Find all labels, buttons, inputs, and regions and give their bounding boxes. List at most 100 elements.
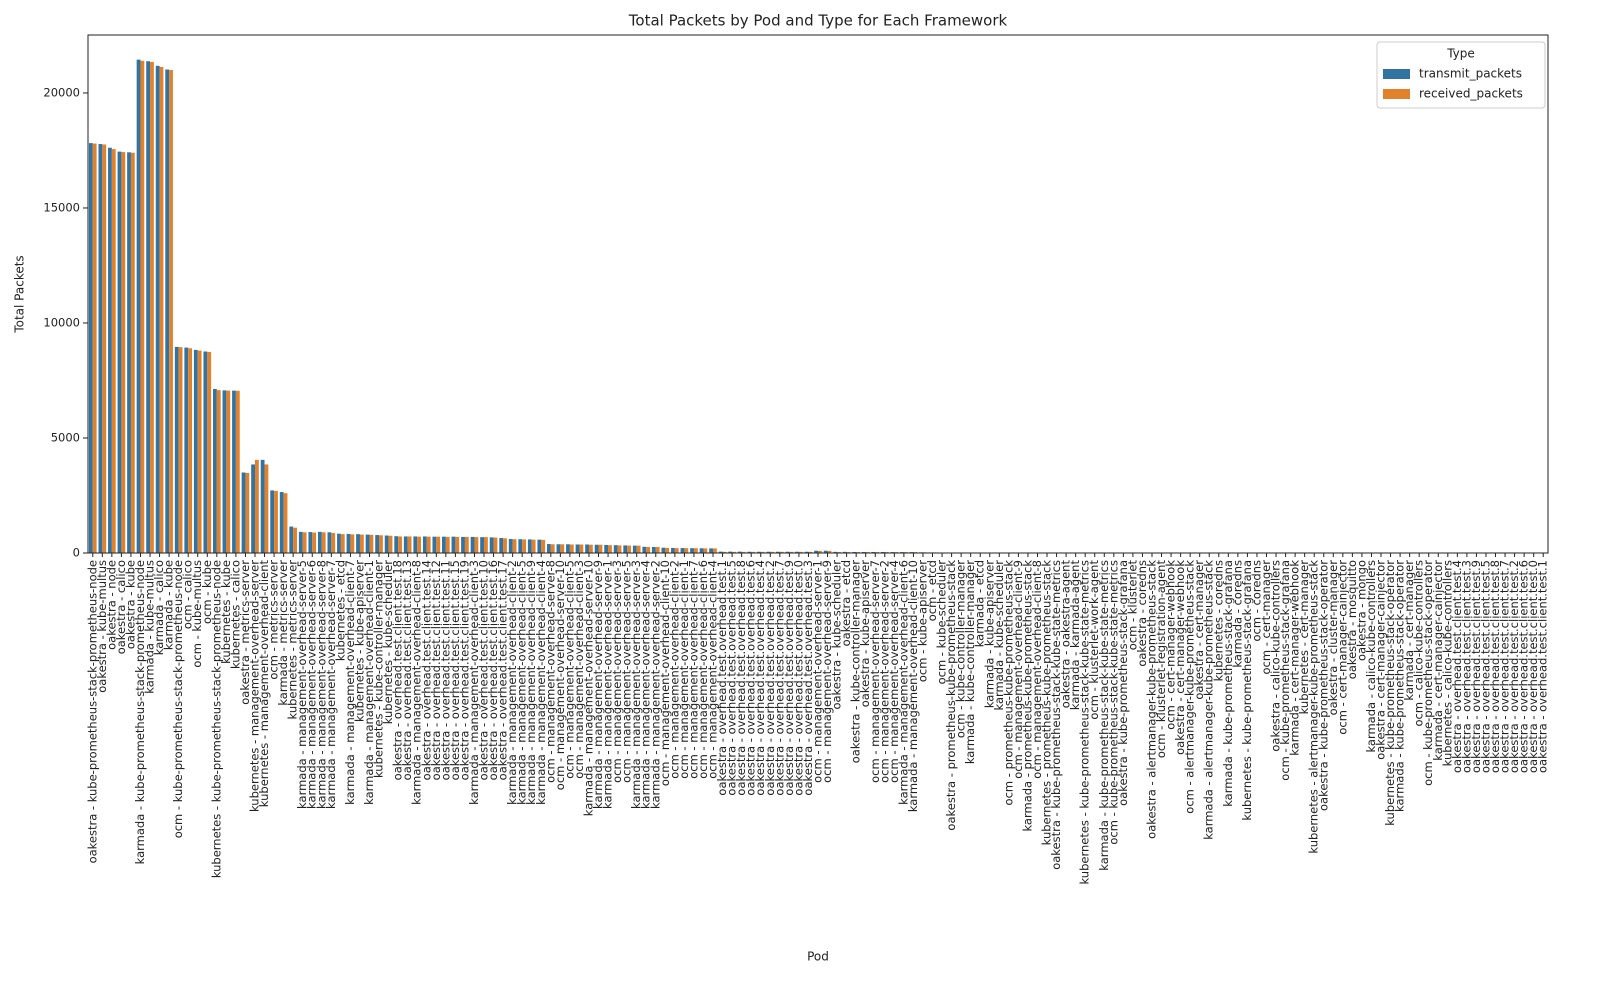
bar [331,533,335,553]
bar [370,535,374,553]
y-tick-label: 10000 [43,315,80,329]
bar [146,61,150,553]
x-tick-label: oakestra - overhead.test.client.test.1 [1536,560,1550,773]
bar [194,350,198,553]
bar [270,490,274,553]
bar [646,547,650,553]
bar [156,66,160,553]
bar [398,536,402,553]
bar [150,62,154,553]
bar [179,347,183,553]
bar [599,545,603,553]
bar [217,390,221,553]
bar [356,534,360,553]
bar [137,60,141,553]
bar [703,548,707,553]
bar [474,537,478,553]
bar [518,539,522,553]
bar [350,534,354,553]
bar [579,544,583,553]
bar [570,544,574,553]
bar [169,70,173,553]
bar [341,534,345,553]
bar [532,540,536,553]
bar [379,535,383,553]
bar [442,537,446,553]
bar [560,544,564,553]
legend-label: received_packets [1419,87,1523,101]
bar [608,545,612,553]
bar [509,539,513,553]
bar [118,152,122,553]
bar [675,548,679,553]
plot-frame [88,35,1548,553]
bar [432,537,436,553]
y-tick-label: 5000 [51,430,80,444]
bar [566,544,570,553]
bar [160,67,164,553]
legend-label: transmit_packets [1419,67,1522,81]
bar [455,537,459,553]
bar [547,544,551,553]
bar [642,547,646,553]
bar [709,548,713,553]
bar [236,391,240,553]
bar [423,536,427,553]
bar [585,544,589,553]
bar [385,536,389,553]
bar [165,70,169,553]
bar [213,389,217,553]
bar [551,544,555,553]
legend-swatch [1383,89,1410,99]
bar [576,544,580,553]
bar [347,534,351,553]
bar [671,548,675,553]
bar [299,532,303,553]
bar [557,544,561,553]
bar [255,460,259,553]
bar [232,391,236,553]
bar [140,61,144,553]
bar [681,548,685,553]
bar [499,538,503,553]
bar [665,548,669,553]
bar [394,536,398,553]
y-tick-label: 20000 [43,85,80,99]
bar [102,144,106,553]
bar [713,548,717,553]
bar [656,547,660,553]
bar [637,546,641,553]
bar [541,540,545,553]
bar [245,473,249,553]
chart-title: Total Packets by Pod and Type for Each F… [628,12,1008,30]
bar [537,540,541,553]
bar [198,351,202,553]
bar [360,535,364,553]
bar [184,348,188,553]
bar [490,537,494,553]
bar [690,548,694,553]
bar [623,545,627,553]
bar [465,537,469,553]
bar [261,460,265,553]
bar [203,352,207,553]
bar [528,539,532,553]
bar [494,538,498,553]
y-tick-label: 0 [73,546,80,560]
bar [452,537,456,553]
bar [242,472,246,553]
bar [595,545,599,553]
bar [284,493,288,553]
bar [251,464,255,553]
bar [604,545,608,553]
bar [389,536,393,553]
bar [175,347,179,553]
bar [484,537,488,553]
bar [427,537,431,553]
bar [131,153,135,553]
bar [694,548,698,553]
bar [98,144,102,553]
bar [375,535,379,553]
bar [633,546,637,553]
bar [226,391,230,553]
